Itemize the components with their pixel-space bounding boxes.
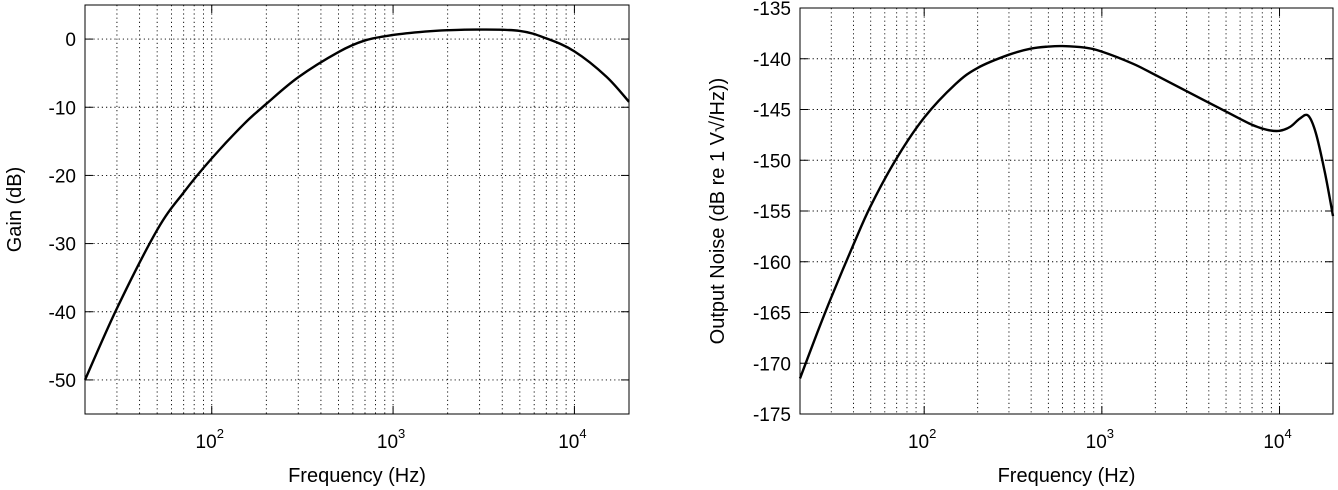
x-tick-exponent: 4 [579, 426, 586, 441]
x-tick-exponent: 4 [1284, 426, 1291, 441]
x-tick-base: 10 [1263, 432, 1284, 453]
y-tick-label: -10 [49, 98, 76, 119]
x-tick-label: 103 [377, 426, 405, 453]
grid [85, 5, 629, 414]
y-tick-label: -30 [49, 235, 76, 256]
x-tick-base: 10 [908, 432, 929, 453]
x-tick-label: 102 [908, 426, 936, 453]
y-tick-label: -175 [753, 405, 791, 426]
y-tick-label: -160 [753, 253, 791, 274]
y-tick-label: -40 [49, 303, 76, 324]
x-tick-label: 102 [196, 426, 224, 453]
y-tick-label: -150 [753, 151, 791, 172]
y-tick-label: -155 [753, 202, 791, 223]
x-tick-base: 10 [196, 432, 217, 453]
y-axis-title: Gain (dB) [4, 167, 26, 253]
x-tick-base: 10 [558, 432, 579, 453]
series-line [83, 28, 630, 381]
x-tick-exponent: 2 [929, 426, 936, 441]
x-tick-base: 10 [377, 432, 398, 453]
series-line [798, 44, 1335, 379]
x-tick-base: 10 [1086, 432, 1107, 453]
y-tick-label: -170 [753, 354, 791, 375]
y-tick-label: -165 [753, 304, 791, 325]
x-tick-exponent: 3 [1107, 426, 1114, 441]
y-tick-label: -140 [753, 50, 791, 71]
output-noise-chart: 102 103 104-135-140-145-150-155-160-165-17… [707, 0, 1335, 487]
x-axis-title: Frequency (Hz) [288, 465, 426, 487]
y-tick-label: -145 [753, 101, 791, 122]
y-tick-label: -20 [49, 166, 76, 187]
grid [800, 8, 1333, 414]
x-tick-label: 103 [1086, 426, 1114, 453]
plot-frame [84, 4, 630, 415]
y-tick-label: -135 [753, 0, 791, 20]
x-tick-label: 104 [558, 426, 586, 453]
x-axis-title: Frequency (Hz) [998, 465, 1136, 487]
y-tick-label: -50 [49, 371, 76, 392]
y-tick-label: 0 [65, 30, 76, 51]
x-tick-exponent: 2 [217, 426, 224, 441]
x-tick-label: 104 [1263, 426, 1291, 453]
y-axis-title: Output Noise (dB re 1 V√/Hz)) [707, 78, 729, 345]
x-tick-exponent: 3 [398, 426, 405, 441]
